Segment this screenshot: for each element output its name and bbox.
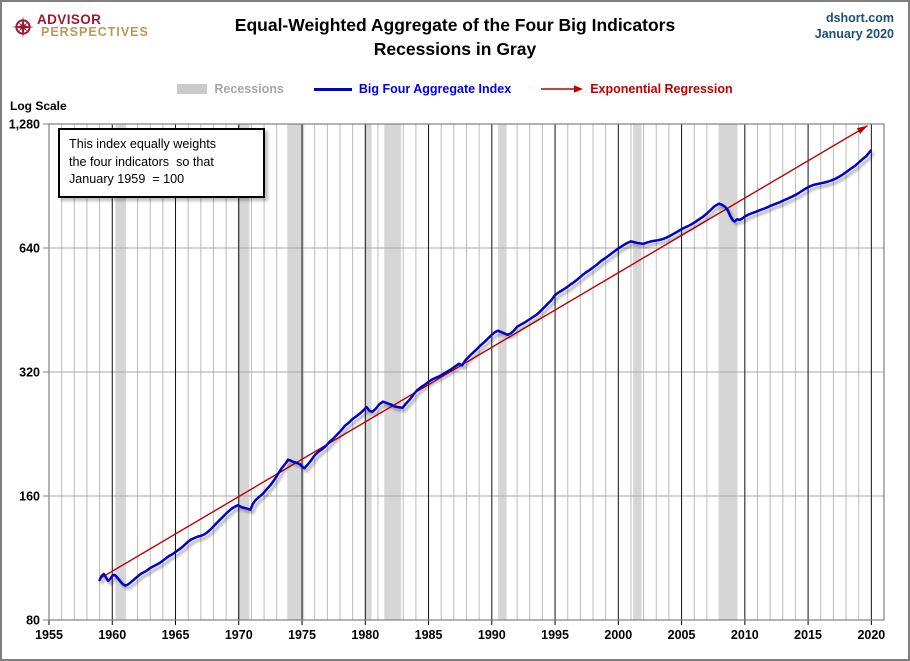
annotation-line2: the four indicators so that (69, 154, 214, 169)
legend-item-regression: Exponential Regression (541, 82, 733, 96)
x-axis-label: 2020 (857, 628, 885, 642)
legend-item-big-four: Big Four Aggregate Index (313, 82, 512, 96)
x-axis-label: 1955 (35, 628, 63, 642)
recession-swatch (177, 84, 208, 94)
brand-text: ADVISOR PERSPECTIVES (37, 13, 149, 38)
brand-line-perspectives: PERSPECTIVES (41, 24, 149, 39)
blue-line-swatch (313, 87, 352, 91)
advisor-perspectives-logo: ADVISOR PERSPECTIVES (12, 13, 149, 38)
regression-arrowhead (856, 125, 868, 134)
x-axis-label: 1985 (415, 628, 443, 642)
legend-label-regression: Exponential Regression (590, 82, 733, 96)
x-axis-label: 1970 (225, 628, 253, 642)
x-axis-label: 1990 (478, 628, 506, 642)
compass-icon (12, 16, 34, 38)
chart-title-line2: Recessions in Gray (373, 39, 537, 59)
chart-title-line1: Equal-Weighted Aggregate of the Four Big… (234, 15, 676, 35)
legend-label-recessions: Recessions (214, 82, 284, 96)
source-site: dshort.com (825, 11, 894, 25)
y-axis-label: 1,280 (9, 118, 40, 132)
x-axis-label: 1975 (288, 628, 316, 642)
annotation-box: This index equally weights the four indi… (58, 128, 265, 198)
x-axis-label: 1995 (541, 628, 569, 642)
legend-label-big-four: Big Four Aggregate Index (358, 82, 512, 96)
x-axis-label: 2010 (731, 628, 759, 642)
legend: Recessions Big Four Aggregate Index Expo… (2, 82, 908, 96)
red-arrow-swatch (541, 85, 584, 93)
x-axis-label: 2000 (604, 628, 632, 642)
legend-item-recessions: Recessions (177, 82, 284, 96)
brand-line-advisor: ADVISOR (37, 12, 102, 27)
header-right: dshort.com January 2020 (815, 10, 894, 42)
x-axis-label: 1965 (162, 628, 190, 642)
x-axis-label: 1980 (351, 628, 379, 642)
y-axis-label: 320 (19, 366, 40, 380)
annotation-line1: This index equally weights (69, 137, 217, 151)
y-axis-label: 160 (19, 490, 40, 504)
regression-line (99, 125, 868, 579)
y-axis-label: 640 (19, 242, 40, 256)
y-scale-label: Log Scale (10, 99, 67, 113)
annotation-line3: January 1959 = 100 (69, 172, 185, 186)
y-axis-label: 80 (26, 614, 40, 628)
chart-title: Equal-Weighted Aggregate of the Four Big… (2, 13, 908, 61)
x-axis-label: 2015 (794, 628, 822, 642)
report-date: January 2020 (814, 27, 894, 41)
big-four-aggregate-line (98, 149, 872, 587)
x-axis-label: 1960 (98, 628, 126, 642)
x-axis-label: 2005 (668, 628, 696, 642)
